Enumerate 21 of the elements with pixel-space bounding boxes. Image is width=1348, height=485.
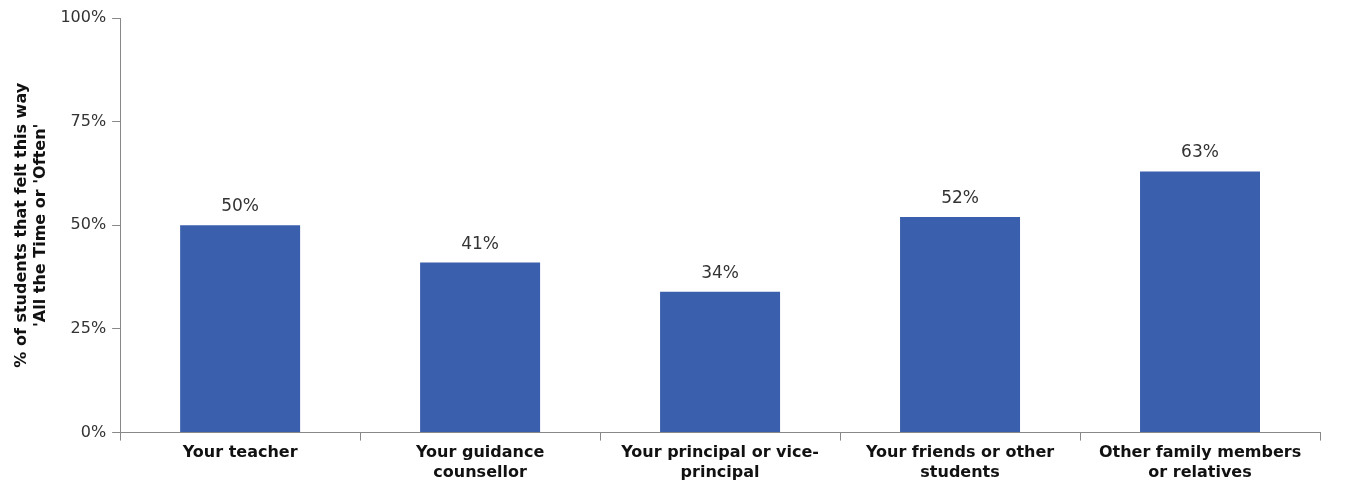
x-tick-label: Your friends or other students bbox=[864, 442, 1055, 481]
x-tick-label: Your principal or vice-principal bbox=[620, 442, 819, 481]
bar bbox=[900, 217, 1021, 433]
bar bbox=[420, 262, 541, 433]
bar bbox=[660, 291, 781, 433]
x-tick-label: Your guidance counsellor bbox=[414, 442, 545, 481]
bar bbox=[180, 225, 301, 433]
data-label: 50% bbox=[221, 195, 260, 216]
y-tick-label: 25% bbox=[70, 318, 107, 338]
data-label: 34% bbox=[701, 261, 739, 282]
data-label: 41% bbox=[461, 232, 499, 253]
data-label: 52% bbox=[941, 186, 979, 207]
y-tick-label: 0% bbox=[80, 421, 107, 441]
x-tick-label: Your teacher bbox=[181, 442, 298, 462]
y-tick-label: 75% bbox=[70, 110, 107, 130]
y-axis-title: % of students that felt this way 'All the Time or 'Often' bbox=[10, 82, 49, 368]
bar bbox=[1140, 171, 1261, 433]
y-tick-label: 50% bbox=[70, 214, 107, 234]
y-tick-label: 100% bbox=[60, 7, 107, 27]
data-label: 63% bbox=[1181, 141, 1219, 162]
x-tick-label: Other family members or relatives bbox=[1098, 442, 1302, 481]
